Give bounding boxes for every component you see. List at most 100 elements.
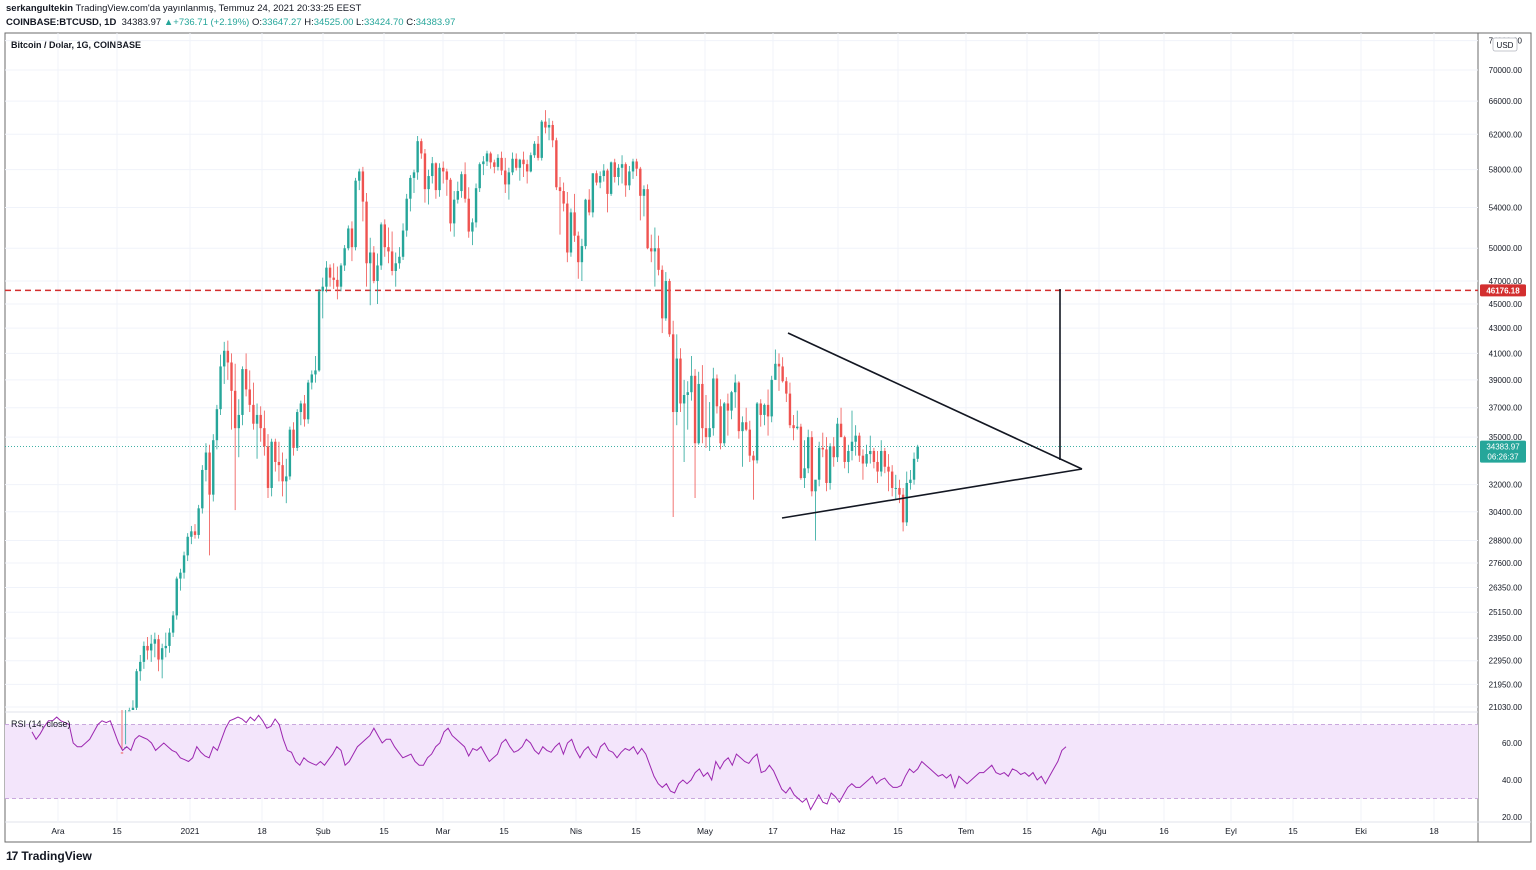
candle-body — [164, 645, 167, 649]
candle-down — [701, 365, 704, 444]
time-tick-label: Ara — [51, 826, 65, 836]
candle-down — [748, 420, 751, 462]
candle-down — [336, 266, 339, 300]
candle-body — [668, 281, 671, 335]
time-tick-label: 18 — [1429, 826, 1439, 836]
candle-body — [354, 180, 357, 248]
brand-footer[interactable]: 17 TradingView — [6, 849, 92, 863]
candle-down — [350, 221, 354, 262]
candle-body — [321, 286, 324, 292]
candle-down — [635, 158, 638, 177]
candle-up — [697, 371, 700, 445]
candles — [120, 110, 919, 754]
candle-body — [390, 251, 394, 271]
candle-up — [270, 438, 273, 497]
candle-down — [876, 450, 879, 483]
candle-body — [792, 425, 795, 429]
candle-down — [420, 138, 423, 159]
candle-up — [431, 156, 434, 184]
price-change: +736.71 (+2.19%) — [173, 17, 250, 28]
candle-down — [566, 191, 569, 263]
candle-body — [179, 572, 182, 579]
candle-up — [150, 634, 153, 662]
author-name[interactable]: serkangultekin — [6, 3, 74, 14]
candle-up — [131, 700, 135, 710]
candle-down — [146, 637, 149, 660]
candle-up — [540, 119, 543, 161]
candle-body — [478, 164, 481, 189]
candle-body — [635, 161, 638, 169]
price-tick-label: 54000.00 — [1489, 203, 1523, 212]
candle-body — [160, 648, 164, 660]
candle-body — [796, 426, 799, 429]
triangle-lower-trendline — [781, 468, 1083, 519]
candle-body — [358, 171, 361, 181]
candle-body — [452, 199, 456, 224]
candle-body — [361, 171, 365, 202]
price-tick-label: 50000.00 — [1489, 244, 1523, 253]
candle-up — [310, 370, 313, 390]
time-tick-label: 15 — [1022, 826, 1032, 836]
candle-body — [299, 403, 303, 413]
candle-body — [744, 422, 748, 430]
price-tick-label: 70000.00 — [1489, 66, 1523, 75]
candle-body — [734, 382, 737, 393]
rsi-band-fill — [5, 724, 1478, 799]
candle-down — [266, 434, 270, 499]
candle-body — [639, 168, 642, 196]
symbol-label: COINBASE:BTCUSD, 1D — [6, 17, 117, 28]
candle-down — [277, 441, 281, 482]
grid — [5, 33, 1478, 822]
candle-body — [175, 578, 178, 616]
candle-down — [799, 423, 803, 480]
candle-body — [168, 632, 171, 646]
candle-up — [164, 632, 167, 658]
candle-down — [737, 381, 741, 439]
candle-body — [405, 198, 408, 231]
candle-body — [131, 707, 135, 710]
candle-down — [248, 370, 251, 413]
candle-down — [752, 450, 755, 500]
candle-body — [912, 458, 916, 480]
candle-body — [752, 455, 755, 461]
candle-body — [500, 157, 503, 171]
candle-body — [646, 189, 649, 249]
candle-down — [252, 382, 255, 430]
candle-up — [807, 429, 810, 474]
candle-down — [573, 193, 576, 242]
candle-body — [898, 487, 901, 495]
candle-up — [168, 628, 171, 653]
candle-up — [398, 247, 401, 269]
candle-body — [777, 363, 781, 367]
price-tick-label: 47000.00 — [1489, 277, 1523, 286]
candle-body — [223, 350, 226, 367]
price-tick-label: 58000.00 — [1489, 166, 1523, 175]
candle-body — [807, 437, 810, 469]
candle-down — [522, 151, 525, 177]
candle-body — [759, 403, 762, 415]
last-price-tag — [1480, 440, 1526, 463]
candle-body — [529, 155, 532, 172]
candle-body — [409, 177, 412, 199]
rsi-label: RSI (14, close) — [11, 719, 71, 729]
candle-body — [876, 461, 879, 472]
currency-badge[interactable]: USD — [1492, 37, 1518, 52]
candle-down — [493, 159, 496, 174]
candle-body — [412, 172, 416, 178]
candle-up — [664, 272, 668, 321]
candle-up — [682, 379, 686, 462]
rsi-line — [31, 714, 1067, 811]
candle-down — [536, 135, 540, 161]
time-tick-label: 15 — [893, 826, 903, 836]
candle-body — [580, 246, 584, 263]
candle-body — [737, 382, 741, 432]
candle-down — [449, 177, 452, 232]
candle-up — [394, 252, 397, 287]
candle-body — [153, 639, 157, 644]
candle-up — [171, 611, 175, 638]
candle-up — [456, 181, 459, 204]
close-label: C: — [406, 17, 416, 28]
candle-body — [577, 235, 580, 263]
candle-up — [182, 551, 186, 579]
candle-body — [843, 437, 846, 462]
